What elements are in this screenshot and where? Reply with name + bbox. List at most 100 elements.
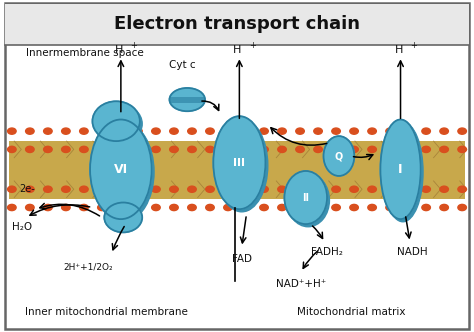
Ellipse shape xyxy=(170,205,178,210)
Ellipse shape xyxy=(134,128,142,134)
Ellipse shape xyxy=(170,128,178,134)
Ellipse shape xyxy=(152,205,160,210)
Ellipse shape xyxy=(116,128,124,134)
Ellipse shape xyxy=(386,128,394,134)
Ellipse shape xyxy=(188,205,196,210)
Ellipse shape xyxy=(8,128,16,134)
Ellipse shape xyxy=(92,122,154,222)
Ellipse shape xyxy=(296,128,304,134)
Ellipse shape xyxy=(62,186,70,192)
Ellipse shape xyxy=(440,146,448,152)
Text: NAD⁺+H⁺: NAD⁺+H⁺ xyxy=(276,279,326,289)
Bar xyxy=(170,97,205,103)
Ellipse shape xyxy=(152,146,160,152)
Ellipse shape xyxy=(440,186,448,192)
Ellipse shape xyxy=(206,146,214,152)
Bar xyxy=(9,171,465,199)
Text: +: + xyxy=(249,41,256,50)
Ellipse shape xyxy=(92,101,140,141)
Ellipse shape xyxy=(224,128,232,134)
Ellipse shape xyxy=(188,146,196,152)
Text: Q: Q xyxy=(335,151,343,161)
Text: Inner mitochondrial membrane: Inner mitochondrial membrane xyxy=(25,307,188,317)
Ellipse shape xyxy=(188,128,196,134)
Ellipse shape xyxy=(332,146,340,152)
Text: Cyt c: Cyt c xyxy=(169,60,196,70)
Ellipse shape xyxy=(104,203,142,232)
Ellipse shape xyxy=(422,186,430,192)
Ellipse shape xyxy=(206,205,214,210)
Ellipse shape xyxy=(458,205,466,210)
Ellipse shape xyxy=(62,146,70,152)
Ellipse shape xyxy=(458,146,466,152)
Ellipse shape xyxy=(422,205,430,210)
Text: 2e-: 2e- xyxy=(19,184,35,194)
Ellipse shape xyxy=(8,205,16,210)
Text: FADH₂: FADH₂ xyxy=(311,247,343,257)
Ellipse shape xyxy=(90,120,152,219)
Ellipse shape xyxy=(278,205,286,210)
Ellipse shape xyxy=(368,205,376,210)
Ellipse shape xyxy=(314,205,322,210)
Text: II: II xyxy=(302,193,309,203)
Ellipse shape xyxy=(296,146,304,152)
Ellipse shape xyxy=(332,205,340,210)
Text: 2H⁺+1/2O₂: 2H⁺+1/2O₂ xyxy=(63,262,112,271)
Text: VI: VI xyxy=(114,163,128,176)
Ellipse shape xyxy=(98,128,106,134)
Ellipse shape xyxy=(213,116,265,209)
Bar xyxy=(5,4,469,45)
Ellipse shape xyxy=(350,128,358,134)
Ellipse shape xyxy=(224,146,232,152)
Ellipse shape xyxy=(440,205,448,210)
Ellipse shape xyxy=(170,146,178,152)
Text: +: + xyxy=(130,41,137,50)
Ellipse shape xyxy=(26,186,34,192)
Ellipse shape xyxy=(95,104,142,144)
Ellipse shape xyxy=(383,122,423,222)
Text: III: III xyxy=(233,158,246,168)
Ellipse shape xyxy=(170,88,205,111)
Ellipse shape xyxy=(323,136,354,176)
Ellipse shape xyxy=(242,186,250,192)
Ellipse shape xyxy=(224,205,232,210)
Ellipse shape xyxy=(422,146,430,152)
Ellipse shape xyxy=(386,205,394,210)
Ellipse shape xyxy=(26,205,34,210)
Ellipse shape xyxy=(80,186,88,192)
Ellipse shape xyxy=(116,205,124,210)
Ellipse shape xyxy=(152,128,160,134)
Ellipse shape xyxy=(116,146,124,152)
Ellipse shape xyxy=(404,186,412,192)
Text: Electron transport chain: Electron transport chain xyxy=(114,15,360,33)
Text: NADH: NADH xyxy=(397,247,428,257)
Ellipse shape xyxy=(216,119,268,212)
Ellipse shape xyxy=(242,146,250,152)
Ellipse shape xyxy=(314,146,322,152)
Ellipse shape xyxy=(458,186,466,192)
Bar xyxy=(9,141,465,171)
Ellipse shape xyxy=(98,186,106,192)
Ellipse shape xyxy=(287,174,329,227)
Ellipse shape xyxy=(152,186,160,192)
Ellipse shape xyxy=(134,186,142,192)
Ellipse shape xyxy=(368,128,376,134)
Ellipse shape xyxy=(224,186,232,192)
Ellipse shape xyxy=(62,205,70,210)
Ellipse shape xyxy=(332,128,340,134)
Ellipse shape xyxy=(404,146,412,152)
Ellipse shape xyxy=(386,146,394,152)
Ellipse shape xyxy=(26,146,34,152)
Ellipse shape xyxy=(278,146,286,152)
Ellipse shape xyxy=(44,128,52,134)
Ellipse shape xyxy=(314,186,322,192)
Text: FAD: FAD xyxy=(232,254,252,264)
Text: H: H xyxy=(394,45,403,55)
Ellipse shape xyxy=(260,205,268,210)
Ellipse shape xyxy=(206,186,214,192)
Ellipse shape xyxy=(98,146,106,152)
Ellipse shape xyxy=(440,128,448,134)
Ellipse shape xyxy=(44,186,52,192)
Text: H: H xyxy=(233,45,242,55)
Ellipse shape xyxy=(404,128,412,134)
